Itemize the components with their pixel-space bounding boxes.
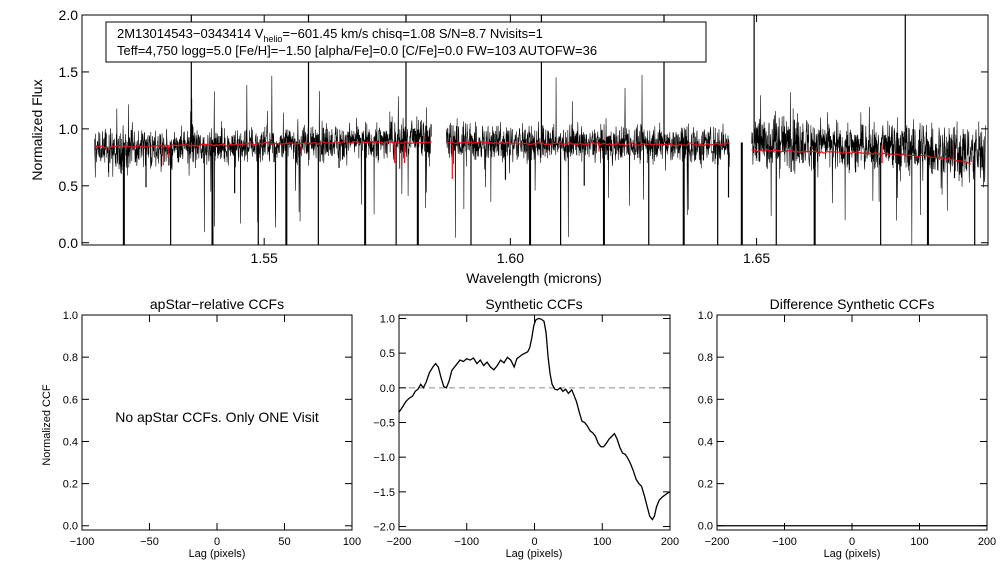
- spectrum-y-tick-label-3: 1.5: [59, 64, 79, 80]
- apstar-ccf-y-tick-label-2: 0.4: [63, 436, 78, 448]
- synthetic-ccf-y-tick-label-2: −1.0: [373, 452, 395, 464]
- synthetic-ccf-title: Synthetic CCFs: [485, 296, 582, 312]
- apstar-ccf-x-axis-label: Lag (pixels): [189, 548, 246, 560]
- spectrum-ticks: 1.55 1.60 1.65 0.0 0.5 1.0 1.5 2.0: [59, 7, 988, 266]
- difference-ccf-x-axis-label: Lag (pixels): [824, 548, 881, 560]
- difference-ccf-y-tick-label-2: 0.4: [698, 436, 713, 448]
- spectrum-segment-1: [446, 74, 730, 238]
- spectrum-y-axis-label: Normalized Flux: [29, 79, 45, 180]
- difference-ccf-y-tick-label-3: 0.6: [698, 394, 713, 406]
- spectrum-y-tick-label-4: 2.0: [59, 7, 79, 23]
- synthetic-ccf-y-tick-label-3: −0.5: [373, 417, 395, 429]
- difference-ccf-y-tick-label-4: 0.8: [698, 352, 713, 364]
- model-spectrum-segment-0: [94, 140, 432, 149]
- synthetic-ccf-ticks: −200 −100 0 100 200 −2.0 −1.5 −1.0 −0.5 0.0 0.5 1.0: [373, 313, 679, 548]
- annotation-line-1: 2M13014543−0343414 Vhelio=−601.45 km/s c…: [117, 26, 543, 44]
- difference-ccf-y-tick-label-1: 0.2: [698, 479, 713, 491]
- annotation-helio-subscript: helio: [263, 34, 282, 44]
- apstar-ccf-y-tick-label-0: 0.0: [63, 521, 78, 533]
- synthetic-ccf-y-tick-label-4: 0.0: [380, 383, 395, 395]
- synthetic-ccf-y-tick-label-5: 0.5: [380, 348, 395, 360]
- apstar-ccf-x-tick-label-3: 50: [278, 536, 290, 548]
- annotation-box: [105, 21, 707, 63]
- spectrum-data-layer: [94, 15, 986, 246]
- difference-ccf-x-tick-label-0: −200: [705, 536, 730, 548]
- difference-ccf-y-tick-label-5: 1.0: [698, 310, 713, 322]
- synthetic-ccf-y-tick-label-0: −2.0: [373, 521, 395, 533]
- apstar-ccf-y-tick-label-4: 0.8: [63, 352, 78, 364]
- spectrum-y-tick-label-2: 1.0: [59, 121, 79, 137]
- synthetic-ccf-x-tick-label-1: −100: [454, 536, 479, 548]
- stellar-parameters-annotation: 2M13014543−0343414 Vhelio=−601.45 km/s c…: [105, 21, 707, 63]
- apstar-ccf-ticks: −100 −50 0 50 100 0.0 0.2 0.4 0.6 0.8 1.0: [63, 310, 361, 548]
- ccf-y-axis-label: Normalized CCF: [41, 384, 53, 466]
- spectrum-x-tick-label-2: 1.65: [743, 250, 770, 266]
- model-spectrum-segment-1: [446, 140, 730, 147]
- synthetic-ccf-panel: Synthetic CCFs −200 −100 0 100 200 −2.0 −1.5 −1…: [373, 296, 679, 560]
- difference-ccf-x-tick-label-2: 0: [849, 536, 855, 548]
- apstar-ccf-x-tick-label-0: −100: [70, 536, 95, 548]
- no-ccf-message: No apStar CCFs. Only ONE Visit: [115, 409, 319, 425]
- apstar-ccf-y-tick-label-1: 0.2: [63, 479, 78, 491]
- synthetic-ccf-x-tick-label-2: 0: [531, 536, 537, 548]
- difference-ccf-x-tick-label-4: 200: [978, 536, 996, 548]
- apstar-ccf-title: apStar−relative CCFs: [150, 296, 284, 312]
- spectrum-panel: 1.55 1.60 1.65 0.0 0.5 1.0 1.5 2.0 Wavelength (…: [29, 7, 989, 286]
- spectrum-x-tick-label-0: 1.55: [251, 250, 278, 266]
- spectrum-x-axis-label: Wavelength (microns): [466, 270, 602, 286]
- difference-ccf-x-tick-label-3: 100: [910, 536, 928, 548]
- synthetic-ccf-y-tick-label-1: −1.5: [373, 487, 395, 499]
- difference-ccf-y-tick-label-0: 0.0: [698, 521, 713, 533]
- annotation-velocity-stats: =−601.45 km/s chisq=1.08 S/N=8.7 Nvisits…: [282, 26, 543, 41]
- synthetic-ccf-x-tick-label-0: −200: [387, 536, 412, 548]
- annotation-line-2: Teff=4,750 logg=5.0 [Fe/H]=−1.50 [alpha/…: [117, 43, 597, 58]
- difference-ccf-title: Difference Synthetic CCFs: [770, 296, 935, 312]
- annotation-star-id-velocity: 2M13014543−0343414 V: [117, 26, 264, 41]
- synthetic-ccf-x-axis-label: Lag (pixels): [506, 548, 563, 560]
- spectrum-y-tick-label-1: 0.5: [59, 178, 79, 194]
- synthetic-ccf-x-tick-label-4: 200: [661, 536, 679, 548]
- difference-ccf-x-tick-label-1: −100: [772, 536, 797, 548]
- apstar-ccf-x-tick-label-1: −50: [140, 536, 159, 548]
- apstar-ccf-y-tick-label-3: 0.6: [63, 394, 78, 406]
- apstar-ccf-y-tick-label-5: 1.0: [63, 310, 78, 322]
- synthetic-ccf-data-layer: [398, 317, 671, 521]
- spectrum-x-tick-label-1: 1.60: [497, 250, 524, 266]
- spectrum-y-tick-label-0: 0.0: [59, 235, 79, 251]
- apstar-ccf-panel: apStar−relative CCFs −100 −50 0 50 100 0.0 0.2…: [41, 296, 361, 560]
- difference-ccf-ticks: −200 −100 0 100 200 0.0 0.2 0.4 0.6 0.8 1.0: [698, 310, 996, 548]
- model-spectrum-segment-2: [751, 148, 971, 165]
- synthetic-ccf-x-tick-label-3: 100: [593, 536, 611, 548]
- difference-ccf-panel: Difference Synthetic CCFs −200 −100 0 100 20…: [698, 296, 996, 560]
- synthetic-ccf-series-ccf: [398, 317, 671, 521]
- apstar-ccf-x-tick-label-2: 0: [214, 536, 220, 548]
- apstar-ccf-x-tick-label-4: 100: [343, 536, 361, 548]
- synthetic-ccf-y-tick-label-6: 1.0: [380, 313, 395, 325]
- spectrum-segment-2: [751, 92, 986, 246]
- spectrum-plot-frame: [81, 14, 989, 246]
